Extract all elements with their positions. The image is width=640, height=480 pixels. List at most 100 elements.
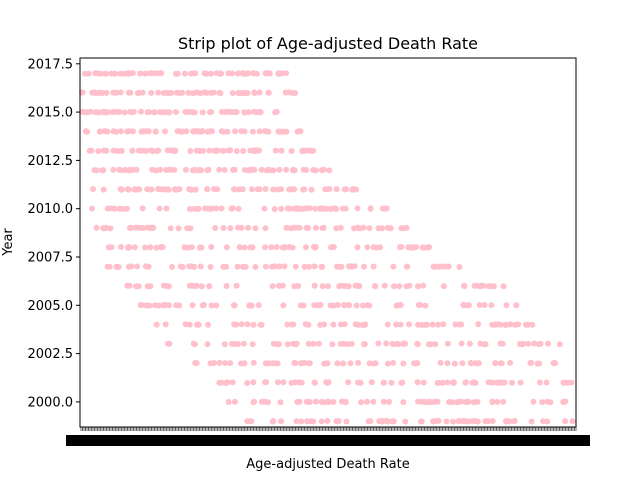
data-point bbox=[182, 166, 189, 173]
data-point bbox=[320, 224, 327, 231]
data-point bbox=[250, 359, 257, 366]
data-point bbox=[358, 399, 365, 406]
data-point bbox=[166, 302, 172, 309]
data-point bbox=[117, 70, 124, 77]
data-point bbox=[134, 90, 141, 97]
data-point bbox=[166, 109, 173, 116]
data-point bbox=[405, 244, 412, 251]
data-point bbox=[125, 128, 132, 135]
data-point bbox=[415, 283, 421, 290]
data-point bbox=[221, 341, 228, 348]
data-point bbox=[183, 128, 190, 135]
data-point bbox=[519, 341, 526, 348]
data-point bbox=[482, 418, 489, 425]
data-point bbox=[231, 398, 238, 405]
data-point bbox=[256, 128, 263, 135]
data-point bbox=[192, 186, 199, 193]
data-point bbox=[420, 282, 427, 289]
data-point bbox=[115, 264, 122, 270]
data-point bbox=[275, 128, 282, 135]
x-tick-labels-overlapping bbox=[66, 435, 590, 446]
data-point bbox=[135, 283, 142, 290]
data-point bbox=[291, 359, 298, 366]
data-point bbox=[220, 225, 227, 231]
data-point bbox=[152, 302, 159, 309]
data-point bbox=[161, 282, 167, 289]
data-point bbox=[398, 243, 405, 250]
data-point bbox=[444, 360, 451, 367]
data-point bbox=[361, 341, 367, 348]
data-point bbox=[233, 282, 240, 289]
data-point bbox=[540, 418, 547, 425]
data-point bbox=[187, 148, 194, 154]
data-point bbox=[339, 205, 346, 212]
data-point bbox=[255, 302, 262, 309]
data-point bbox=[242, 90, 249, 97]
data-point bbox=[311, 263, 318, 270]
data-point bbox=[320, 205, 327, 212]
data-point bbox=[176, 302, 183, 309]
data-point bbox=[467, 340, 473, 347]
data-point bbox=[281, 263, 288, 270]
data-point bbox=[308, 186, 315, 193]
data-point bbox=[400, 340, 407, 347]
data-point bbox=[144, 186, 151, 193]
data-point bbox=[410, 244, 417, 251]
data-point bbox=[191, 205, 198, 212]
data-point bbox=[568, 379, 575, 386]
data-point bbox=[251, 90, 258, 97]
data-point bbox=[494, 321, 501, 328]
data-point bbox=[467, 359, 474, 366]
data-point bbox=[221, 167, 228, 173]
data-point bbox=[104, 205, 111, 212]
data-point bbox=[113, 128, 120, 135]
data-point bbox=[231, 166, 238, 173]
data-point bbox=[306, 360, 313, 367]
data-point bbox=[218, 108, 225, 115]
data-point bbox=[196, 244, 203, 251]
data-point bbox=[162, 186, 169, 193]
data-point bbox=[347, 360, 354, 367]
data-point bbox=[414, 360, 421, 367]
data-point bbox=[455, 418, 462, 425]
data-point bbox=[375, 225, 382, 232]
data-point bbox=[107, 225, 114, 232]
data-point bbox=[492, 360, 499, 367]
data-point bbox=[131, 186, 138, 193]
data-point bbox=[500, 283, 507, 290]
data-point bbox=[241, 109, 248, 116]
data-point bbox=[470, 379, 477, 386]
data-point bbox=[357, 379, 364, 386]
data-point bbox=[88, 147, 95, 154]
data-point bbox=[238, 224, 245, 231]
data-point bbox=[402, 418, 409, 425]
data-point bbox=[304, 418, 311, 425]
data-point bbox=[321, 321, 328, 328]
data-point bbox=[390, 263, 397, 270]
data-point bbox=[515, 321, 522, 328]
data-point bbox=[547, 399, 554, 406]
data-point bbox=[347, 263, 353, 270]
data-point bbox=[116, 108, 123, 115]
data-point bbox=[222, 360, 229, 366]
data-point bbox=[250, 379, 257, 386]
data-point bbox=[102, 70, 109, 77]
data-point bbox=[211, 360, 217, 366]
data-point bbox=[233, 321, 240, 328]
data-point bbox=[157, 166, 164, 173]
data-point bbox=[459, 360, 466, 367]
data-point bbox=[289, 244, 296, 251]
data-point bbox=[388, 379, 395, 386]
data-point bbox=[187, 70, 194, 77]
data-point bbox=[301, 263, 308, 270]
data-point bbox=[293, 418, 300, 425]
data-point bbox=[341, 302, 347, 308]
data-point bbox=[216, 359, 223, 366]
data-point bbox=[275, 282, 282, 289]
data-point bbox=[182, 108, 189, 115]
data-point bbox=[337, 224, 344, 231]
data-point bbox=[199, 128, 206, 134]
data-point bbox=[400, 360, 407, 367]
data-point bbox=[474, 418, 481, 425]
data-point bbox=[511, 418, 518, 425]
